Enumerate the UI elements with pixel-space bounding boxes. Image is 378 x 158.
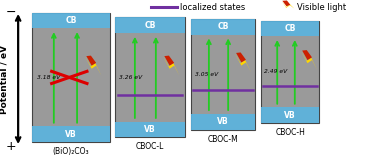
Text: VB: VB bbox=[284, 111, 296, 120]
Polygon shape bbox=[282, 0, 290, 6]
Text: CBOC-L: CBOC-L bbox=[136, 143, 164, 151]
Text: CBOC-H: CBOC-H bbox=[275, 128, 305, 137]
Text: $-$: $-$ bbox=[5, 5, 16, 18]
Text: CB: CB bbox=[144, 21, 156, 30]
Text: 3.18 eV: 3.18 eV bbox=[37, 75, 60, 80]
Polygon shape bbox=[86, 56, 96, 66]
FancyBboxPatch shape bbox=[261, 107, 319, 123]
FancyBboxPatch shape bbox=[32, 13, 110, 142]
Polygon shape bbox=[301, 51, 317, 70]
Text: localized states: localized states bbox=[180, 3, 245, 12]
Text: CB: CB bbox=[284, 24, 296, 33]
Text: CB: CB bbox=[217, 22, 229, 31]
FancyBboxPatch shape bbox=[115, 17, 185, 33]
FancyBboxPatch shape bbox=[115, 122, 185, 137]
FancyBboxPatch shape bbox=[191, 114, 255, 130]
Text: 2.49 eV: 2.49 eV bbox=[264, 69, 288, 74]
FancyBboxPatch shape bbox=[191, 19, 255, 35]
FancyBboxPatch shape bbox=[191, 19, 255, 130]
Polygon shape bbox=[85, 56, 101, 76]
Polygon shape bbox=[164, 56, 174, 66]
FancyBboxPatch shape bbox=[261, 21, 319, 36]
FancyBboxPatch shape bbox=[32, 13, 110, 28]
FancyBboxPatch shape bbox=[115, 17, 185, 137]
FancyBboxPatch shape bbox=[32, 126, 110, 142]
Text: 3.05 eV: 3.05 eV bbox=[195, 72, 218, 77]
Text: VB: VB bbox=[65, 130, 77, 139]
Text: (BiO)₂CO₃: (BiO)₂CO₃ bbox=[53, 147, 89, 156]
Text: CB: CB bbox=[65, 16, 77, 25]
Text: VB: VB bbox=[144, 125, 156, 134]
Text: Visible light: Visible light bbox=[297, 3, 346, 12]
Polygon shape bbox=[282, 1, 294, 9]
Polygon shape bbox=[236, 52, 246, 62]
Text: VB: VB bbox=[217, 117, 229, 126]
Text: $+$: $+$ bbox=[5, 140, 16, 153]
Polygon shape bbox=[302, 50, 312, 60]
Text: CBOC-M: CBOC-M bbox=[208, 135, 239, 143]
Polygon shape bbox=[235, 53, 251, 73]
Polygon shape bbox=[163, 56, 180, 76]
Text: Potential / eV: Potential / eV bbox=[0, 44, 8, 114]
FancyBboxPatch shape bbox=[261, 21, 319, 123]
Text: 3.26 eV: 3.26 eV bbox=[119, 75, 143, 80]
